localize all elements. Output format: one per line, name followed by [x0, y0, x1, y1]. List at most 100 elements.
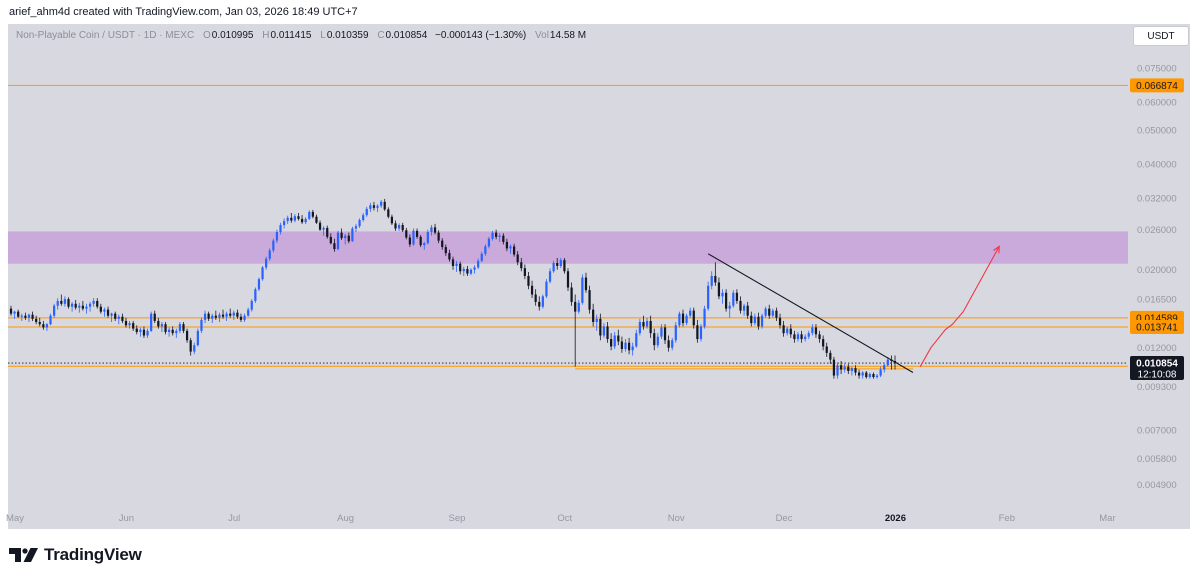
candle-body-9	[42, 324, 45, 328]
x-tick-label-9: Feb	[999, 513, 1015, 524]
candle-body-42	[160, 324, 164, 327]
level-label-bg-0	[1130, 78, 1184, 93]
candle-body-123	[451, 259, 455, 266]
candle-body-120	[441, 240, 444, 248]
y-tick-label-5: 0.032000	[1137, 193, 1177, 204]
candle-body-78	[290, 217, 293, 221]
candle-body-89	[329, 236, 332, 244]
y-tick-label-7: 0.020000	[1137, 265, 1177, 276]
candle-body-192	[699, 326, 703, 340]
candle-body-119	[437, 232, 440, 241]
chart-pane[interactable]	[8, 24, 1190, 529]
candle-body-202	[735, 292, 739, 301]
legend-symbol[interactable]: Non-Playable Coin / USDT · 1D · MEXC	[16, 30, 195, 41]
candle-body-226	[822, 339, 825, 347]
candle-body-177	[645, 320, 649, 327]
candle-body-195	[710, 275, 713, 286]
candle-body-172	[627, 342, 631, 351]
legend-high: 0.011415	[270, 30, 312, 41]
candle-body-114	[419, 236, 422, 246]
currency-button[interactable]: USDT	[1133, 26, 1189, 46]
candle-body-166	[606, 326, 609, 340]
candle-body-153	[559, 260, 562, 266]
y-tick-label-6: 0.026000	[1137, 225, 1177, 236]
candle-body-97	[358, 219, 361, 227]
candle-body-70	[261, 267, 264, 280]
candle-body-24	[96, 300, 99, 307]
candle-body-189	[689, 310, 692, 316]
x-tick-label-0: May	[6, 513, 24, 524]
candle-body-165	[602, 326, 606, 336]
level-label-bg-2	[1130, 320, 1184, 335]
tradingview-logo-icon	[9, 548, 38, 562]
candle-body-1	[13, 311, 16, 314]
candle-body-209	[760, 315, 764, 327]
candle-body-150	[548, 271, 552, 282]
candle-body-58	[218, 314, 221, 318]
candle-body-103	[380, 201, 383, 206]
candle-body-95	[351, 228, 354, 242]
candle-body-106	[390, 216, 394, 224]
candle-body-221	[804, 336, 807, 340]
candle-body-159	[581, 277, 584, 303]
candle-body-197	[717, 282, 721, 297]
candle-body-233	[847, 366, 850, 372]
legend-change: −0.000143 (−1.30%)	[435, 30, 527, 41]
candle-body-201	[732, 292, 735, 306]
candle-body-182	[663, 327, 667, 341]
candle-body-17	[70, 303, 74, 307]
candle-body-83	[308, 211, 311, 219]
candle-body-216	[786, 328, 789, 334]
candle-body-218	[793, 334, 796, 340]
candle-body-20	[81, 305, 84, 309]
resistance-zone	[8, 231, 1128, 264]
candle-body-45	[171, 329, 174, 334]
candle-body-15	[63, 299, 67, 304]
legend-close-label: C	[377, 30, 385, 41]
candle-body-67	[250, 300, 253, 310]
candle-body-162	[592, 309, 595, 323]
candle-body-81	[300, 218, 304, 223]
candle-body-51	[193, 345, 196, 352]
candle-body-7	[35, 318, 38, 323]
candle-body-108	[397, 225, 401, 229]
legend-open: 0.010995	[211, 30, 254, 41]
candle-body-183	[667, 340, 670, 348]
candle-body-181	[660, 327, 663, 337]
candle-body-130	[477, 260, 480, 268]
forecast-arrow-path	[919, 246, 1000, 367]
candle-body-110	[405, 230, 408, 238]
y-tick-label-1: 0.075000	[1137, 63, 1177, 74]
candle-body-112	[412, 230, 415, 245]
candle-body-116	[426, 232, 429, 244]
candle-body-173	[631, 346, 634, 351]
candle-body-111	[408, 237, 411, 245]
candle-body-191	[696, 325, 699, 340]
candle-body-125	[459, 263, 462, 272]
candle-body-204	[742, 305, 746, 311]
candle-body-61	[229, 313, 232, 316]
candle-body-155	[566, 271, 570, 288]
candle-body-48	[182, 324, 185, 331]
candle-body-175	[638, 322, 641, 334]
candle-body-137	[502, 235, 505, 242]
candle-body-6	[31, 314, 34, 319]
candle-body-30	[117, 316, 120, 319]
candle-body-122	[448, 253, 451, 260]
candle-body-215	[782, 325, 785, 334]
tradingview-brand: TradingView	[44, 545, 142, 564]
candle-body-74	[275, 232, 279, 241]
candle-body-194	[707, 285, 710, 309]
candle-body-234	[850, 368, 854, 372]
level-label-0: 0.066874	[1136, 81, 1178, 92]
candle-body-146	[534, 294, 537, 302]
candle-body-124	[455, 263, 458, 266]
x-tick-label-8: 2026	[885, 513, 906, 524]
candle-body-38	[146, 330, 149, 336]
candle-body-79	[293, 216, 297, 221]
candle-body-73	[272, 240, 275, 251]
candle-body-229	[832, 359, 836, 376]
chart-attribution: arief_ahm4d created with TradingView.com…	[9, 6, 358, 18]
candle-body-169	[617, 335, 620, 342]
